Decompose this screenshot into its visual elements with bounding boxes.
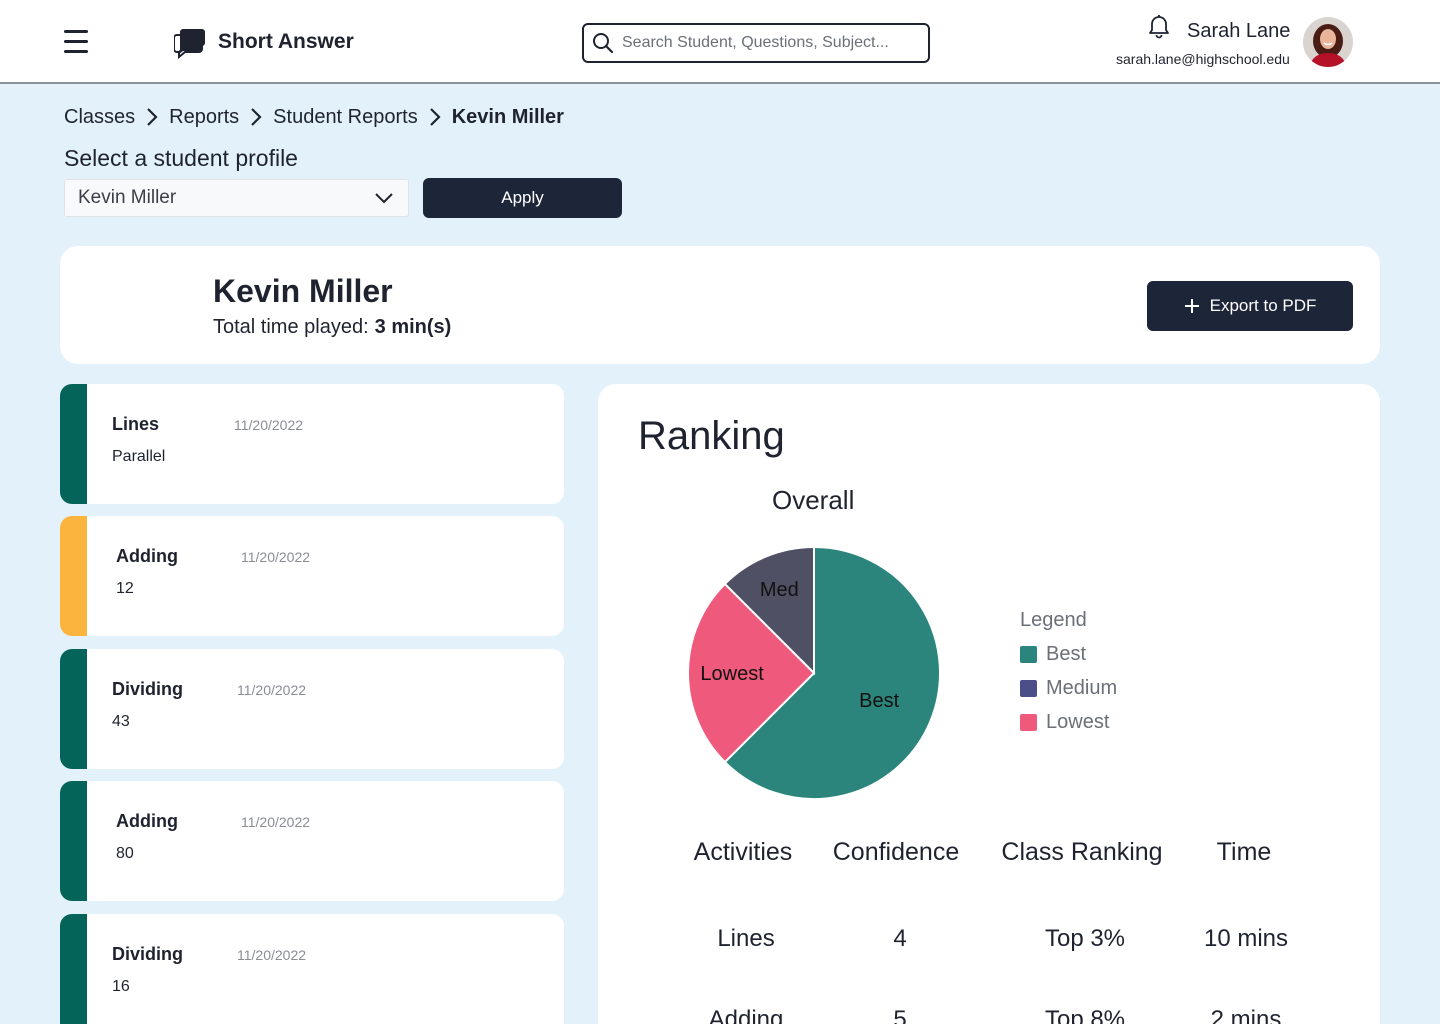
table-cell: Adding <box>708 1006 784 1024</box>
activity-title: Lines <box>112 414 160 434</box>
activity-subtitle: 43 <box>112 713 130 730</box>
activity-subtitle: Parallel <box>112 448 166 465</box>
activity-date: 11/20/2022 <box>234 417 304 433</box>
breadcrumb-classes[interactable]: Classes <box>64 105 136 128</box>
profile-card: Kevin Miller Total time played: 3 min(s) … <box>60 246 1380 364</box>
table-cell: 10 mins <box>1203 925 1289 952</box>
breadcrumb-current: Kevin Miller <box>451 105 564 128</box>
activity-status-bar <box>60 781 87 901</box>
chevron-right-icon <box>147 108 158 126</box>
student-select[interactable]: Kevin Miller <box>64 179 409 217</box>
legend-item-medium: Medium <box>1020 677 1117 700</box>
activity-date: 11/20/2022 <box>237 682 307 698</box>
activity-title: Dividing <box>112 944 183 964</box>
chart-title: Overall <box>772 485 855 515</box>
table-header-class-ranking: Class Ranking <box>1001 838 1163 866</box>
legend-label: Medium <box>1046 677 1118 699</box>
pie-label-med: Med <box>760 579 799 601</box>
profile-name: Kevin Miller <box>213 273 393 309</box>
search-bar[interactable] <box>582 23 930 63</box>
breadcrumb-reports[interactable]: Reports <box>169 105 240 128</box>
breadcrumb-student-reports[interactable]: Student Reports <box>273 105 418 128</box>
pie-label-lowest: Lowest <box>700 663 764 685</box>
activity-subtitle: 80 <box>116 845 134 862</box>
pie-label-best: Best <box>859 690 899 712</box>
activity-title: Dividing <box>112 679 183 699</box>
legend-label: Best <box>1046 643 1087 665</box>
legend-label: Lowest <box>1046 711 1110 733</box>
activity-title: Adding <box>116 546 178 566</box>
activity-date: 11/20/2022 <box>237 947 307 963</box>
user-name: Sarah Lane <box>1187 20 1291 42</box>
top-header: Short Answer Sarah Lane sarah.lane@highs… <box>0 0 1440 84</box>
search-icon <box>593 33 614 54</box>
search-input[interactable] <box>622 34 912 52</box>
activity-status-bar <box>60 649 87 769</box>
total-time-played: Total time played: 3 min(s) <box>213 316 451 339</box>
brand[interactable]: Short Answer <box>174 22 354 62</box>
pie-slice-best <box>723 545 941 800</box>
activity-date: 11/20/2022 <box>241 814 311 830</box>
activity-date: 11/20/2022 <box>241 549 311 565</box>
notification-bell-icon[interactable] <box>1147 14 1171 40</box>
activity-status-bar <box>60 384 87 504</box>
legend-item-lowest: Lowest <box>1020 711 1109 734</box>
legend-item-best: Best <box>1020 643 1086 666</box>
activity-card[interactable]: Adding 11/20/2022 80 <box>60 781 564 901</box>
select-profile-title: Select a student profile <box>64 145 298 171</box>
table-cell: 2 mins <box>1210 1006 1282 1024</box>
pie-slice-lowest <box>687 582 816 764</box>
export-pdf-button[interactable]: Export to PDF <box>1147 281 1353 331</box>
hamburger-menu-icon[interactable] <box>62 28 90 56</box>
activity-card[interactable]: Dividing 11/20/2022 16 <box>60 914 564 1024</box>
legend-title: Legend <box>1020 609 1087 631</box>
time-label: Total time played: <box>213 316 369 338</box>
chevron-right-icon <box>251 108 262 126</box>
breadcrumb: Classes Reports Student Reports Kevin Mi… <box>64 104 564 130</box>
pie-slice-med <box>723 545 815 676</box>
activity-status-bar <box>60 516 87 636</box>
activity-title: Adding <box>116 811 178 831</box>
time-value: 3 min(s) <box>374 316 452 338</box>
legend-swatch <box>1020 714 1037 731</box>
chevron-right-icon <box>429 108 441 126</box>
overall-pie-chart: Best Lowest Med <box>687 545 941 800</box>
chevron-down-icon <box>375 193 393 204</box>
legend-swatch <box>1020 646 1037 663</box>
plus-icon <box>1184 299 1199 313</box>
legend-swatch <box>1020 680 1037 697</box>
ranking-title: Ranking <box>638 414 785 458</box>
activity-subtitle: 16 <box>112 978 130 995</box>
activity-card[interactable]: Lines 11/20/2022 Parallel <box>60 384 564 504</box>
table-cell: 5 <box>893 1006 907 1024</box>
table-cell: Top 3% <box>1044 925 1126 952</box>
activity-card[interactable]: Dividing 11/20/2022 43 <box>60 649 564 769</box>
activity-card[interactable]: Adding 11/20/2022 12 <box>60 516 564 636</box>
user-email: sarah.lane@highschool.edu <box>1116 51 1290 67</box>
table-header-time: Time <box>1216 838 1272 866</box>
table-cell: 4 <box>893 925 907 952</box>
apply-button[interactable]: Apply <box>423 178 622 218</box>
table-header-confidence: Confidence <box>832 838 960 866</box>
app-name: Short Answer <box>218 30 354 53</box>
export-label: Export to PDF <box>1209 296 1317 315</box>
ranking-panel: Ranking Overall Best Lowest Med Legend Bes… <box>598 384 1380 1024</box>
student-select-value: Kevin Miller <box>78 187 177 208</box>
table-cell: Lines <box>717 925 775 952</box>
chat-bubbles-icon <box>174 29 205 59</box>
table-header-activities: Activities <box>693 838 793 866</box>
table-cell: Top 8% <box>1044 1006 1126 1024</box>
avatar[interactable] <box>1303 17 1353 67</box>
activity-status-bar <box>60 914 87 1024</box>
activity-subtitle: 12 <box>116 580 134 597</box>
